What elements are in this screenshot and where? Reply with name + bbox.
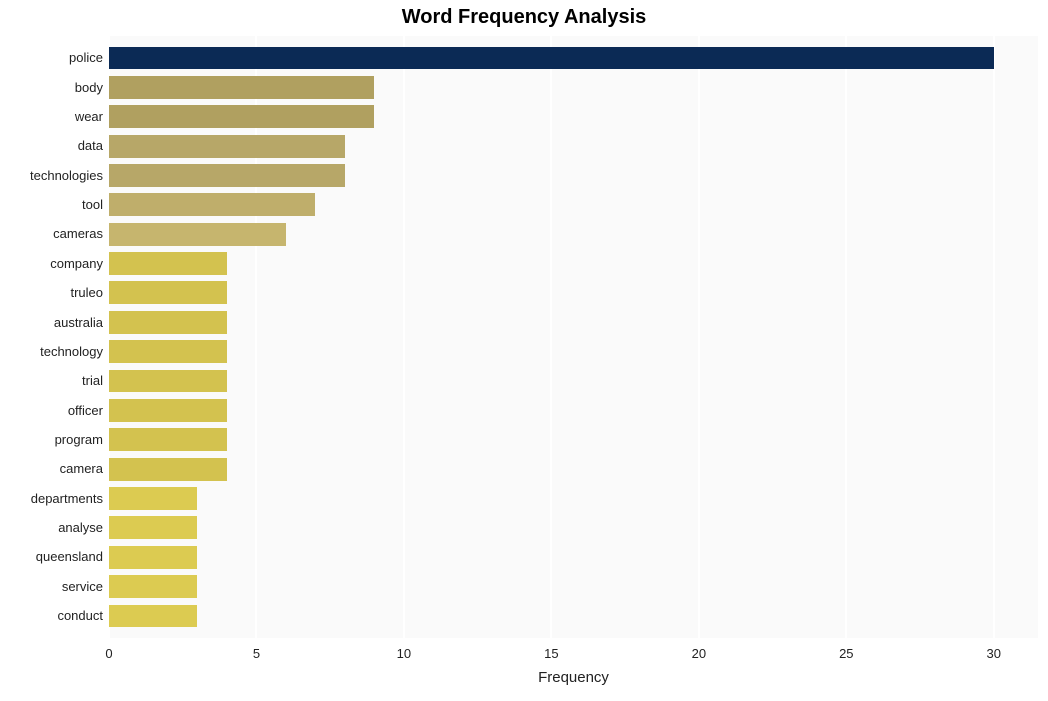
y-tick-label: departments [31, 491, 103, 507]
bar [109, 47, 994, 70]
word-frequency-chart: Word Frequency Analysis Frequency 0 5 10 15… [0, 0, 1048, 701]
grid-line [550, 36, 552, 638]
y-tick-label: company [50, 256, 103, 272]
bar [109, 223, 286, 246]
bar [109, 281, 227, 304]
bar [109, 546, 197, 569]
x-tick-label: 0 [105, 646, 112, 661]
y-tick-label: technologies [30, 168, 103, 184]
y-tick-label: cameras [53, 226, 103, 242]
x-tick-label: 15 [544, 646, 558, 661]
bar [109, 605, 197, 628]
bar [109, 340, 227, 363]
y-tick-label: conduct [57, 608, 103, 624]
y-tick-label: truleo [70, 285, 103, 301]
bar [109, 428, 227, 451]
x-tick-label: 30 [987, 646, 1001, 661]
y-tick-label: queensland [36, 549, 103, 565]
bar [109, 193, 315, 216]
y-tick-label: service [62, 579, 103, 595]
y-tick-label: analyse [58, 520, 103, 536]
grid-line [403, 36, 405, 638]
bar [109, 252, 227, 275]
y-tick-label: data [78, 138, 103, 154]
bar [109, 164, 345, 187]
x-tick-label: 25 [839, 646, 853, 661]
grid-line [993, 36, 995, 638]
y-tick-label: camera [60, 461, 103, 477]
bar [109, 105, 374, 128]
bar [109, 76, 374, 99]
bar [109, 370, 227, 393]
x-tick-label: 20 [692, 646, 706, 661]
y-tick-label: wear [75, 109, 103, 125]
y-tick-label: australia [54, 315, 103, 331]
y-tick-label: body [75, 80, 103, 96]
grid-line [698, 36, 700, 638]
x-tick-label: 5 [253, 646, 260, 661]
grid-line [845, 36, 847, 638]
y-tick-label: technology [40, 344, 103, 360]
x-tick-label: 10 [397, 646, 411, 661]
bar [109, 399, 227, 422]
y-tick-label: trial [82, 373, 103, 389]
bar [109, 135, 345, 158]
bar [109, 516, 197, 539]
bar [109, 458, 227, 481]
bar [109, 575, 197, 598]
x-axis-label: Frequency [538, 669, 609, 686]
y-tick-label: police [69, 50, 103, 66]
y-tick-label: tool [82, 197, 103, 213]
bar [109, 487, 197, 510]
y-tick-label: officer [68, 403, 103, 419]
chart-title: Word Frequency Analysis [0, 6, 1048, 29]
bar [109, 311, 227, 334]
y-tick-label: program [55, 432, 103, 448]
plot-area [109, 36, 1038, 638]
